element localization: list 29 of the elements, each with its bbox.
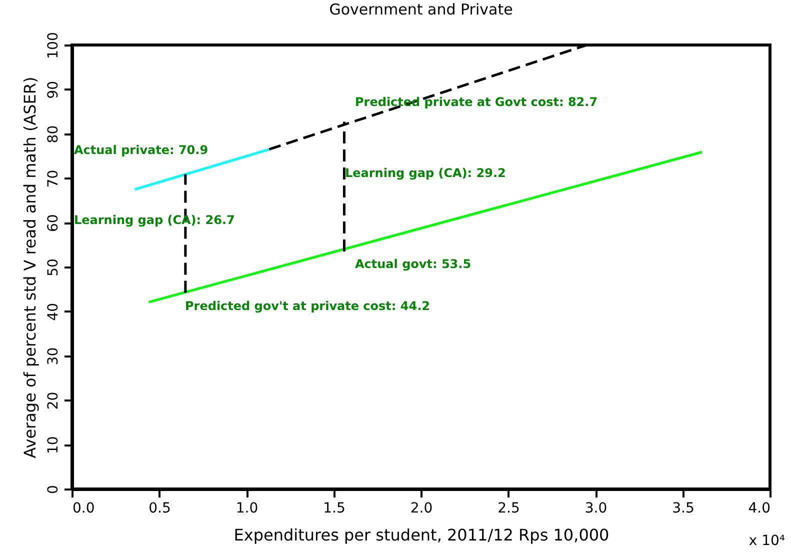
x-tick-label: 3.5 (672, 500, 694, 516)
annotation: Predicted gov't at private cost: 44.2 (185, 299, 430, 313)
text: x 10⁴ (748, 533, 786, 549)
y-tick-label: 30 (46, 347, 62, 366)
y-tick-label: 10 (46, 436, 62, 454)
x-tick-label: 2.0 (410, 500, 433, 516)
y-tick-label: 60 (46, 214, 62, 232)
x-tick-label: 1.5 (323, 500, 346, 516)
x-tick-label: 4.0 (748, 500, 770, 516)
x-axis-title: Expenditures per student, 2011/12 Rps 10,000 (234, 526, 610, 544)
y-tick-label: 20 (46, 392, 62, 410)
x-tick-label: 2.5 (498, 500, 520, 516)
chart-title: Government and Private (329, 0, 513, 19)
y-tick-label: 40 (46, 302, 62, 321)
y-tick-label: 0 (46, 485, 62, 494)
annotation: Learning gap (CA): 29.2 (345, 166, 506, 180)
y-axis-title: Average of percent std V read and math (ASER) (20, 76, 40, 458)
y-tick-label: 80 (46, 125, 62, 144)
annotation: Actual govt: 53.5 (355, 257, 472, 271)
y-tick-label: 100 (46, 32, 62, 59)
y-tick-label: 70 (46, 170, 62, 188)
x-tick-label: 3.0 (584, 500, 608, 516)
annotation: Learning gap (CA): 26.7 (74, 213, 235, 227)
x-tick-label: 0.0 (72, 500, 95, 516)
x-tick-label: 0.5 (148, 500, 171, 516)
x-tick-label: 1.0 (236, 500, 258, 516)
annotation: Actual private: 70.9 (74, 143, 208, 157)
y-tick-label: 90 (46, 80, 62, 99)
y-tick-label: 50 (46, 258, 62, 276)
